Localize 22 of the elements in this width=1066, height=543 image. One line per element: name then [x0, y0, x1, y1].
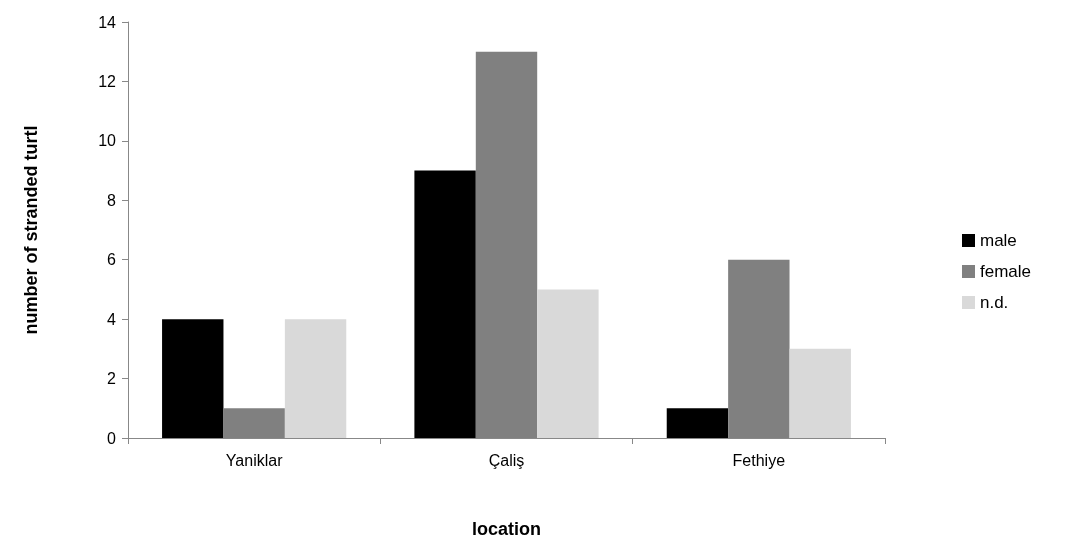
bar — [666, 408, 729, 438]
y-tick-label: 6 — [107, 251, 117, 269]
y-tick-label: 12 — [98, 72, 117, 90]
bar — [414, 170, 476, 438]
y-tick-label: 2 — [107, 370, 117, 388]
bar — [537, 289, 599, 438]
y-tick-label: 4 — [107, 310, 117, 328]
x-axis-title: location — [471, 519, 542, 539]
y-tick-label: 0 — [107, 429, 117, 447]
legend-label: male — [979, 231, 1017, 250]
y-axis-title: number of stranded turtl — [21, 125, 41, 335]
x-tick-label: Fethiye — [732, 451, 786, 469]
bar — [284, 319, 347, 438]
y-tick-label: 8 — [107, 191, 117, 209]
legend-label: female — [979, 262, 1032, 281]
bar — [789, 348, 851, 438]
y-tick-label: 10 — [98, 132, 117, 150]
x-tick-label: Yaniklar — [225, 451, 284, 469]
bar — [162, 319, 224, 438]
legend-label: n.d. — [979, 293, 1009, 312]
y-tick-label: 14 — [98, 13, 117, 31]
x-tick-label: Çaliş — [488, 451, 525, 469]
